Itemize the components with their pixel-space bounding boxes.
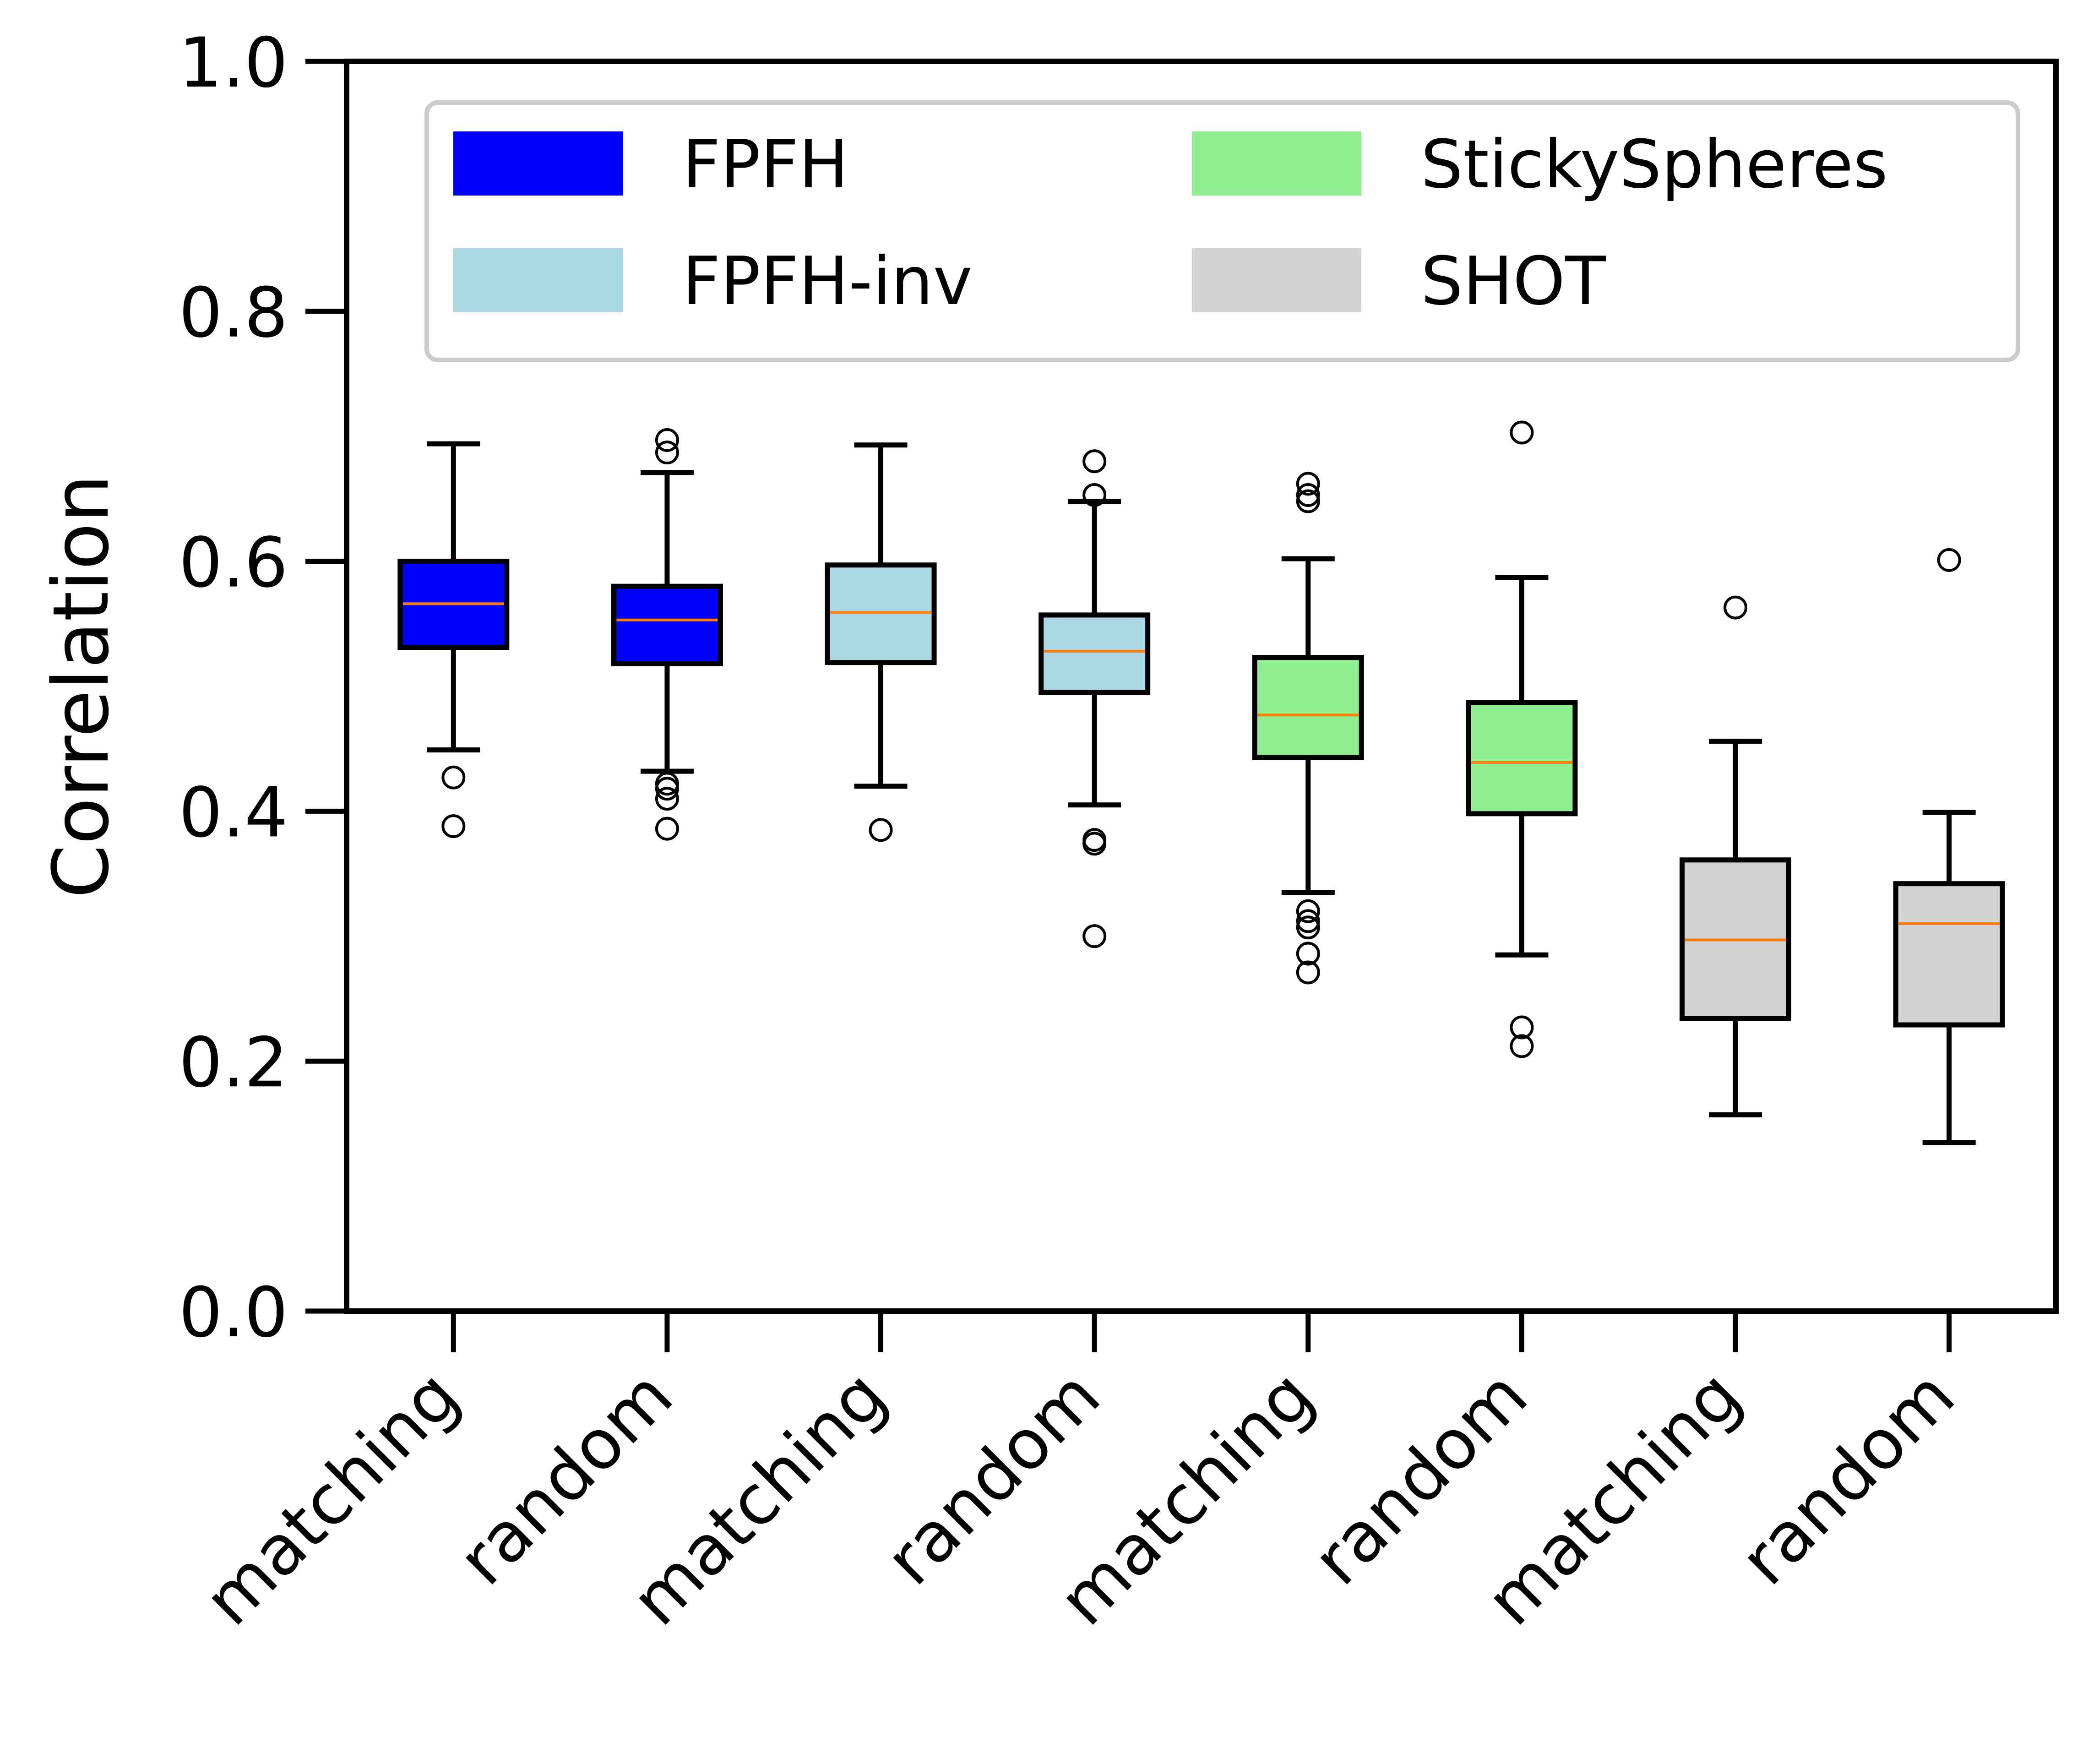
legend-item-stickyspheres: StickySpheres xyxy=(1192,126,1888,203)
outlier-point xyxy=(1724,595,1748,620)
box-body xyxy=(611,583,723,666)
box-2-fpfh-random xyxy=(611,428,723,841)
legend-swatch xyxy=(453,131,623,196)
y-tick-label: 0.0 xyxy=(179,1273,288,1353)
outlier-point xyxy=(1510,1015,1534,1040)
outlier-point xyxy=(1296,915,1320,940)
legend-label: FPFH xyxy=(682,126,848,203)
legend-swatch xyxy=(1192,248,1361,312)
box-4-fpfh-inv-random xyxy=(1038,449,1151,948)
y-tick-label: 1.0 xyxy=(179,23,288,103)
box-body xyxy=(1038,612,1151,695)
y-tick-label: 0.8 xyxy=(179,273,288,353)
legend-box xyxy=(424,100,2020,362)
y-axis-title: Correlation xyxy=(36,474,126,898)
legend-swatch xyxy=(453,248,623,312)
box-body xyxy=(1466,700,1578,817)
legend-label: FPFH-inv xyxy=(682,243,973,320)
box-1-fpfh-matching xyxy=(397,441,510,838)
box-body xyxy=(1252,655,1364,760)
legend-swatch xyxy=(1192,131,1361,196)
y-tick-label: 0.2 xyxy=(179,1023,288,1103)
outlier-point xyxy=(441,814,466,838)
outlier-point xyxy=(1082,483,1107,507)
outlier-point xyxy=(655,428,679,452)
outlier-point xyxy=(1510,420,1534,445)
box-6-stickyspheres-random xyxy=(1466,420,1578,1058)
y-tick-label: 0.4 xyxy=(179,773,288,853)
outlier-point xyxy=(1296,942,1320,966)
outlier-point xyxy=(1510,1034,1534,1058)
box-7-shot-matching xyxy=(1680,595,1792,1118)
outlier-point xyxy=(1296,472,1320,496)
outlier-point xyxy=(655,817,679,841)
outlier-point xyxy=(1082,832,1107,856)
outlier-point xyxy=(1296,960,1320,985)
box-8-shot-random xyxy=(1893,548,2005,1145)
y-tick-label: 0.6 xyxy=(179,523,288,603)
legend-label: SHOT xyxy=(1421,243,1606,320)
plot-area xyxy=(397,420,2005,1145)
box-5-stickyspheres-matching xyxy=(1252,472,1364,985)
outlier-point xyxy=(1082,924,1107,948)
outlier-point xyxy=(441,765,466,789)
outlier-point xyxy=(1296,899,1320,923)
plot-frame xyxy=(344,59,2059,1314)
outlier-point xyxy=(1937,548,1961,572)
legend-item-shot: SHOT xyxy=(1192,243,1606,320)
outlier-point xyxy=(869,818,893,842)
box-body xyxy=(1893,881,2005,1028)
legend-item-fpfh: FPFH xyxy=(453,126,848,203)
legend: FPFH FPFH-inv StickySpheres SHOT xyxy=(424,100,2020,362)
outlier-point xyxy=(655,441,679,465)
box-3-fpfh-inv-matching xyxy=(825,442,937,842)
outlier-point xyxy=(655,787,679,811)
outlier-point xyxy=(1296,489,1320,513)
legend-label: StickySpheres xyxy=(1421,126,1888,203)
outlier-point xyxy=(1082,449,1107,474)
legend-item-fpfh-inv: FPFH-inv xyxy=(453,243,973,320)
outlier-point xyxy=(1296,909,1320,933)
outlier-point xyxy=(1296,483,1320,507)
outlier-point xyxy=(655,777,679,801)
